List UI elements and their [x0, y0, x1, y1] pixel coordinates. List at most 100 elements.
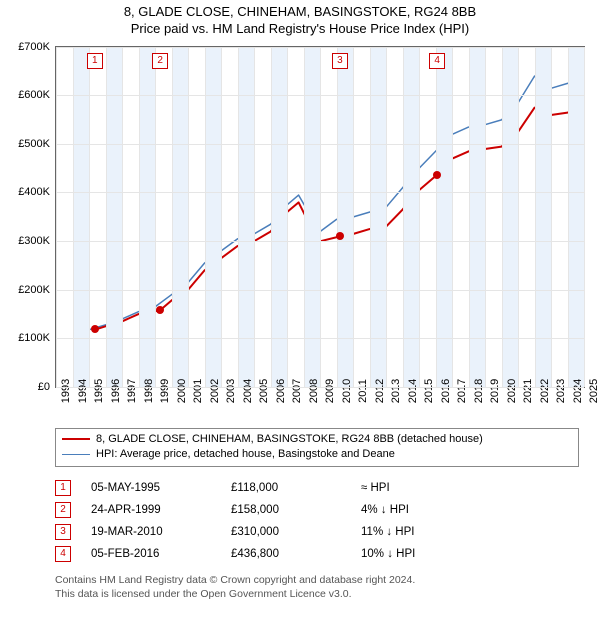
sales-price: £436,800: [231, 548, 361, 560]
x-gridline: [568, 47, 569, 387]
x-tick-label: 2022: [539, 379, 551, 403]
x-tick-label: 2010: [341, 379, 353, 403]
x-gridline: [254, 47, 255, 387]
x-gridline: [386, 47, 387, 387]
x-tick-label: 2004: [242, 379, 254, 403]
x-tick-label: 2009: [324, 379, 336, 403]
y-gridline: [56, 338, 584, 339]
year-band: [238, 47, 255, 387]
year-band: [106, 47, 123, 387]
x-tick-label: 2001: [192, 379, 204, 403]
x-gridline: [89, 47, 90, 387]
x-gridline: [370, 47, 371, 387]
sales-comparison: 11% ↓ HPI: [361, 526, 579, 538]
legend-label: 8, GLADE CLOSE, CHINEHAM, BASINGSTOKE, R…: [96, 432, 483, 447]
x-gridline: [353, 47, 354, 387]
x-tick-label: 2006: [275, 379, 287, 403]
sales-price: £118,000: [231, 482, 361, 494]
sale-marker-dot: [156, 306, 164, 314]
x-gridline: [485, 47, 486, 387]
y-gridline: [56, 144, 584, 145]
y-gridline: [56, 95, 584, 96]
legend-row: HPI: Average price, detached house, Basi…: [62, 447, 572, 462]
y-gridline: [56, 290, 584, 291]
x-gridline: [419, 47, 420, 387]
footer: Contains HM Land Registry data © Crown c…: [55, 573, 579, 601]
y-tick-label: £500K: [0, 138, 50, 150]
x-gridline: [518, 47, 519, 387]
x-gridline: [205, 47, 206, 387]
x-gridline: [221, 47, 222, 387]
x-gridline: [106, 47, 107, 387]
sales-marker: 2: [55, 502, 71, 518]
x-gridline: [535, 47, 536, 387]
sales-price: £310,000: [231, 526, 361, 538]
year-band: [502, 47, 519, 387]
sales-comparison: ≈ HPI: [361, 482, 579, 494]
year-band: [370, 47, 387, 387]
x-tick-label: 2023: [555, 379, 567, 403]
year-band: [172, 47, 189, 387]
y-tick-label: £100K: [0, 332, 50, 344]
footer-line-2: This data is licensed under the Open Gov…: [55, 587, 579, 601]
x-gridline: [122, 47, 123, 387]
sales-row: 224-APR-1999£158,0004% ↓ HPI: [55, 499, 579, 521]
sales-date: 05-FEB-2016: [91, 548, 231, 560]
sales-row: 4 05-FEB-2016£436,80010% ↓ HPI: [55, 543, 579, 565]
x-gridline: [337, 47, 338, 387]
sale-marker-dot: [433, 171, 441, 179]
year-band: [469, 47, 486, 387]
year-band: [568, 47, 585, 387]
x-gridline: [403, 47, 404, 387]
x-tick-label: 2015: [423, 379, 435, 403]
x-gridline: [172, 47, 173, 387]
x-tick-label: 1993: [60, 379, 72, 403]
title-line-2: Price paid vs. HM Land Registry's House …: [0, 21, 600, 38]
sales-marker: 1: [55, 480, 71, 496]
year-band: [205, 47, 222, 387]
legend-label: HPI: Average price, detached house, Basi…: [96, 447, 395, 462]
year-band: [403, 47, 420, 387]
year-band: [337, 47, 354, 387]
x-gridline: [469, 47, 470, 387]
x-gridline: [502, 47, 503, 387]
year-band: [73, 47, 90, 387]
year-band: [535, 47, 552, 387]
y-tick-label: £0: [0, 381, 50, 393]
sales-date: 24-APR-1999: [91, 504, 231, 516]
x-tick-label: 2013: [390, 379, 402, 403]
sale-marker-flag: 4: [429, 53, 445, 69]
sales-date: 05-MAY-1995: [91, 482, 231, 494]
sales-row: 319-MAR-2010£310,00011% ↓ HPI: [55, 521, 579, 543]
sales-marker: 4: [55, 546, 71, 562]
x-tick-label: 2003: [225, 379, 237, 403]
legend-row: 8, GLADE CLOSE, CHINEHAM, BASINGSTOKE, R…: [62, 432, 572, 447]
x-tick-label: 2008: [308, 379, 320, 403]
x-tick-label: 2011: [357, 379, 369, 403]
y-gridline: [56, 387, 584, 388]
year-band: [271, 47, 288, 387]
x-tick-label: 2020: [506, 379, 518, 403]
chart-container: 8, GLADE CLOSE, CHINEHAM, BASINGSTOKE, R…: [0, 0, 600, 620]
x-tick-label: 2014: [407, 379, 419, 403]
sales-comparison: 4% ↓ HPI: [361, 504, 579, 516]
sale-marker-dot: [336, 232, 344, 240]
sales-comparison: 10% ↓ HPI: [361, 548, 579, 560]
x-tick-label: 2025: [588, 379, 600, 403]
x-gridline: [188, 47, 189, 387]
x-gridline: [304, 47, 305, 387]
x-tick-label: 1997: [126, 379, 138, 403]
year-band: [139, 47, 156, 387]
footer-line-1: Contains HM Land Registry data © Crown c…: [55, 573, 579, 587]
x-tick-label: 2016: [440, 379, 452, 403]
plot-area: 1993199419951996199719981999200020012002…: [55, 46, 585, 388]
x-gridline: [56, 47, 57, 387]
x-gridline: [271, 47, 272, 387]
title-block: 8, GLADE CLOSE, CHINEHAM, BASINGSTOKE, R…: [0, 0, 600, 38]
x-tick-label: 2002: [209, 379, 221, 403]
sales-marker: 3: [55, 524, 71, 540]
x-tick-label: 2018: [473, 379, 485, 403]
y-gridline: [56, 241, 584, 242]
x-tick-label: 2007: [291, 379, 303, 403]
year-band: [304, 47, 321, 387]
